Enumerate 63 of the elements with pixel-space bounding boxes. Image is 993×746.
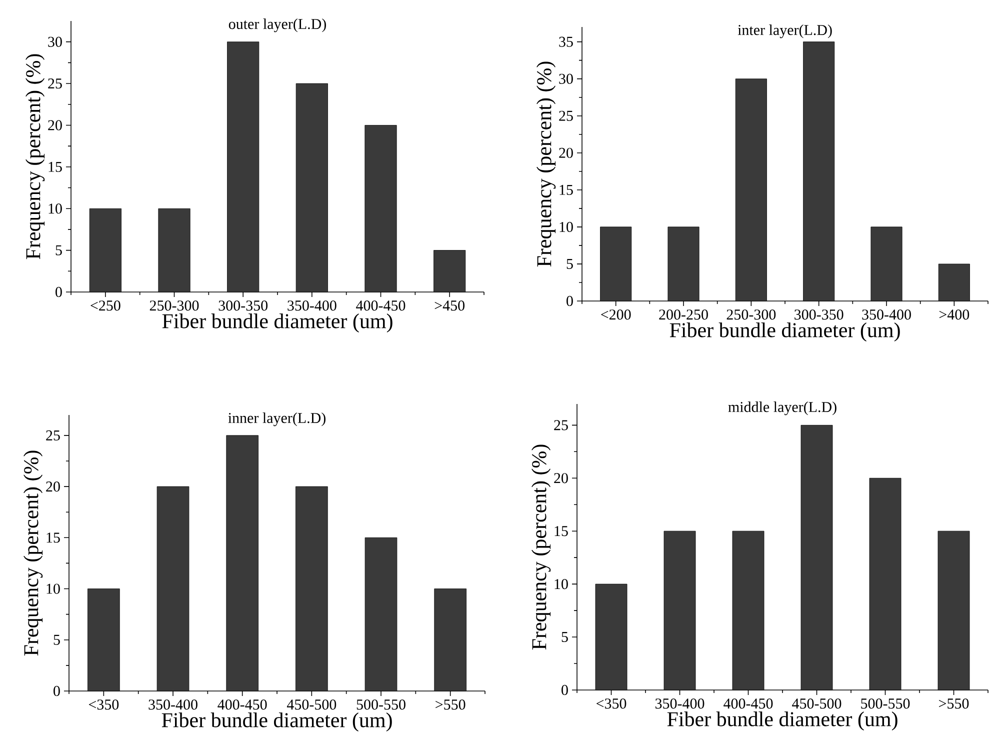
y-tick-label: 0 (56, 286, 62, 298)
x-tick-label: 500-550 (356, 700, 406, 710)
y-tick-label: 20 (48, 120, 62, 130)
chart-title: inter layer(L.D) (738, 24, 832, 38)
x-tick-label: 250-300 (726, 310, 776, 320)
x-tick-label: >450 (434, 300, 464, 311)
y-tick-label: 10 (46, 584, 60, 594)
x-tick-label: >400 (939, 310, 970, 320)
y-tick-label: 25 (559, 110, 573, 121)
y-tick-label: 30 (48, 36, 62, 47)
y-tick-label: 15 (48, 162, 62, 172)
x-tick-label: 350-400 (288, 300, 336, 311)
y-tick-label: 0 (562, 684, 568, 696)
y-tick-label: 0 (566, 296, 573, 306)
y-tick-label: 10 (48, 204, 62, 214)
x-tick-label: 500-550 (861, 698, 910, 709)
x-tick-label: <250 (90, 300, 120, 311)
x-tick-label: 300-350 (794, 310, 844, 320)
x-tick-label: 450-500 (792, 698, 842, 709)
x-tick-label: 350-400 (655, 698, 704, 709)
x-tick-label: 400-450 (356, 300, 406, 311)
y-tick-label: 35 (559, 36, 573, 47)
y-tick-label: 10 (554, 579, 568, 590)
y-tick-label: 20 (46, 481, 60, 492)
y-tick-label: 30 (559, 74, 573, 84)
x-tick-label: <350 (596, 698, 626, 709)
x-tick-label: 350-400 (148, 700, 198, 710)
y-tick-label: 5 (562, 632, 568, 642)
x-tick-label: <350 (88, 700, 119, 710)
y-axis-title: Frequency (percent) (%) (26, 54, 45, 260)
x-tick-label: 300-350 (218, 300, 268, 311)
x-axis-title: Fiber bundle diameter (um) (667, 712, 898, 731)
y-tick-label: 15 (554, 526, 568, 536)
x-tick-label: >550 (436, 700, 466, 710)
y-tick-label: 25 (46, 430, 60, 440)
x-tick-label: >550 (939, 698, 969, 709)
y-axis-title: Frequency (percent) (%) (536, 62, 556, 267)
x-tick-label: 400-450 (724, 698, 773, 709)
y-tick-label: 25 (48, 78, 62, 89)
x-axis-title: Fiber bundle diameter (um) (162, 712, 392, 732)
y-axis-title: Frequency (percent) (%) (532, 444, 551, 650)
chart-title: middle layer(L.D) (728, 402, 836, 416)
chart-title: outer layer(L.D) (228, 18, 326, 32)
x-tick-label: 350-400 (862, 310, 911, 320)
x-tick-label: 400-450 (218, 700, 267, 710)
chart-title: inner layer(L.D) (228, 412, 326, 426)
y-axis-title: Frequency (percent) (%) (24, 450, 43, 656)
x-axis-title: Fiber bundle diameter (um) (670, 322, 900, 342)
y-tick-label: 5 (566, 258, 573, 269)
x-tick-label: 200-250 (659, 310, 708, 320)
y-tick-label: 20 (554, 473, 568, 484)
y-tick-label: 15 (46, 532, 60, 543)
x-axis-title: Fiber bundle diameter (um) (162, 314, 392, 333)
y-tick-label: 5 (54, 634, 60, 645)
y-tick-label: 5 (56, 245, 62, 256)
y-tick-label: 0 (54, 686, 60, 696)
y-tick-label: 10 (560, 222, 573, 232)
y-tick-label: 15 (560, 184, 573, 195)
y-tick-label: 25 (554, 420, 568, 430)
y-tick-label: 20 (559, 148, 573, 158)
x-tick-label: 450-500 (286, 700, 336, 710)
x-tick-label: <200 (601, 310, 631, 320)
x-tick-label: 250-300 (150, 300, 199, 311)
